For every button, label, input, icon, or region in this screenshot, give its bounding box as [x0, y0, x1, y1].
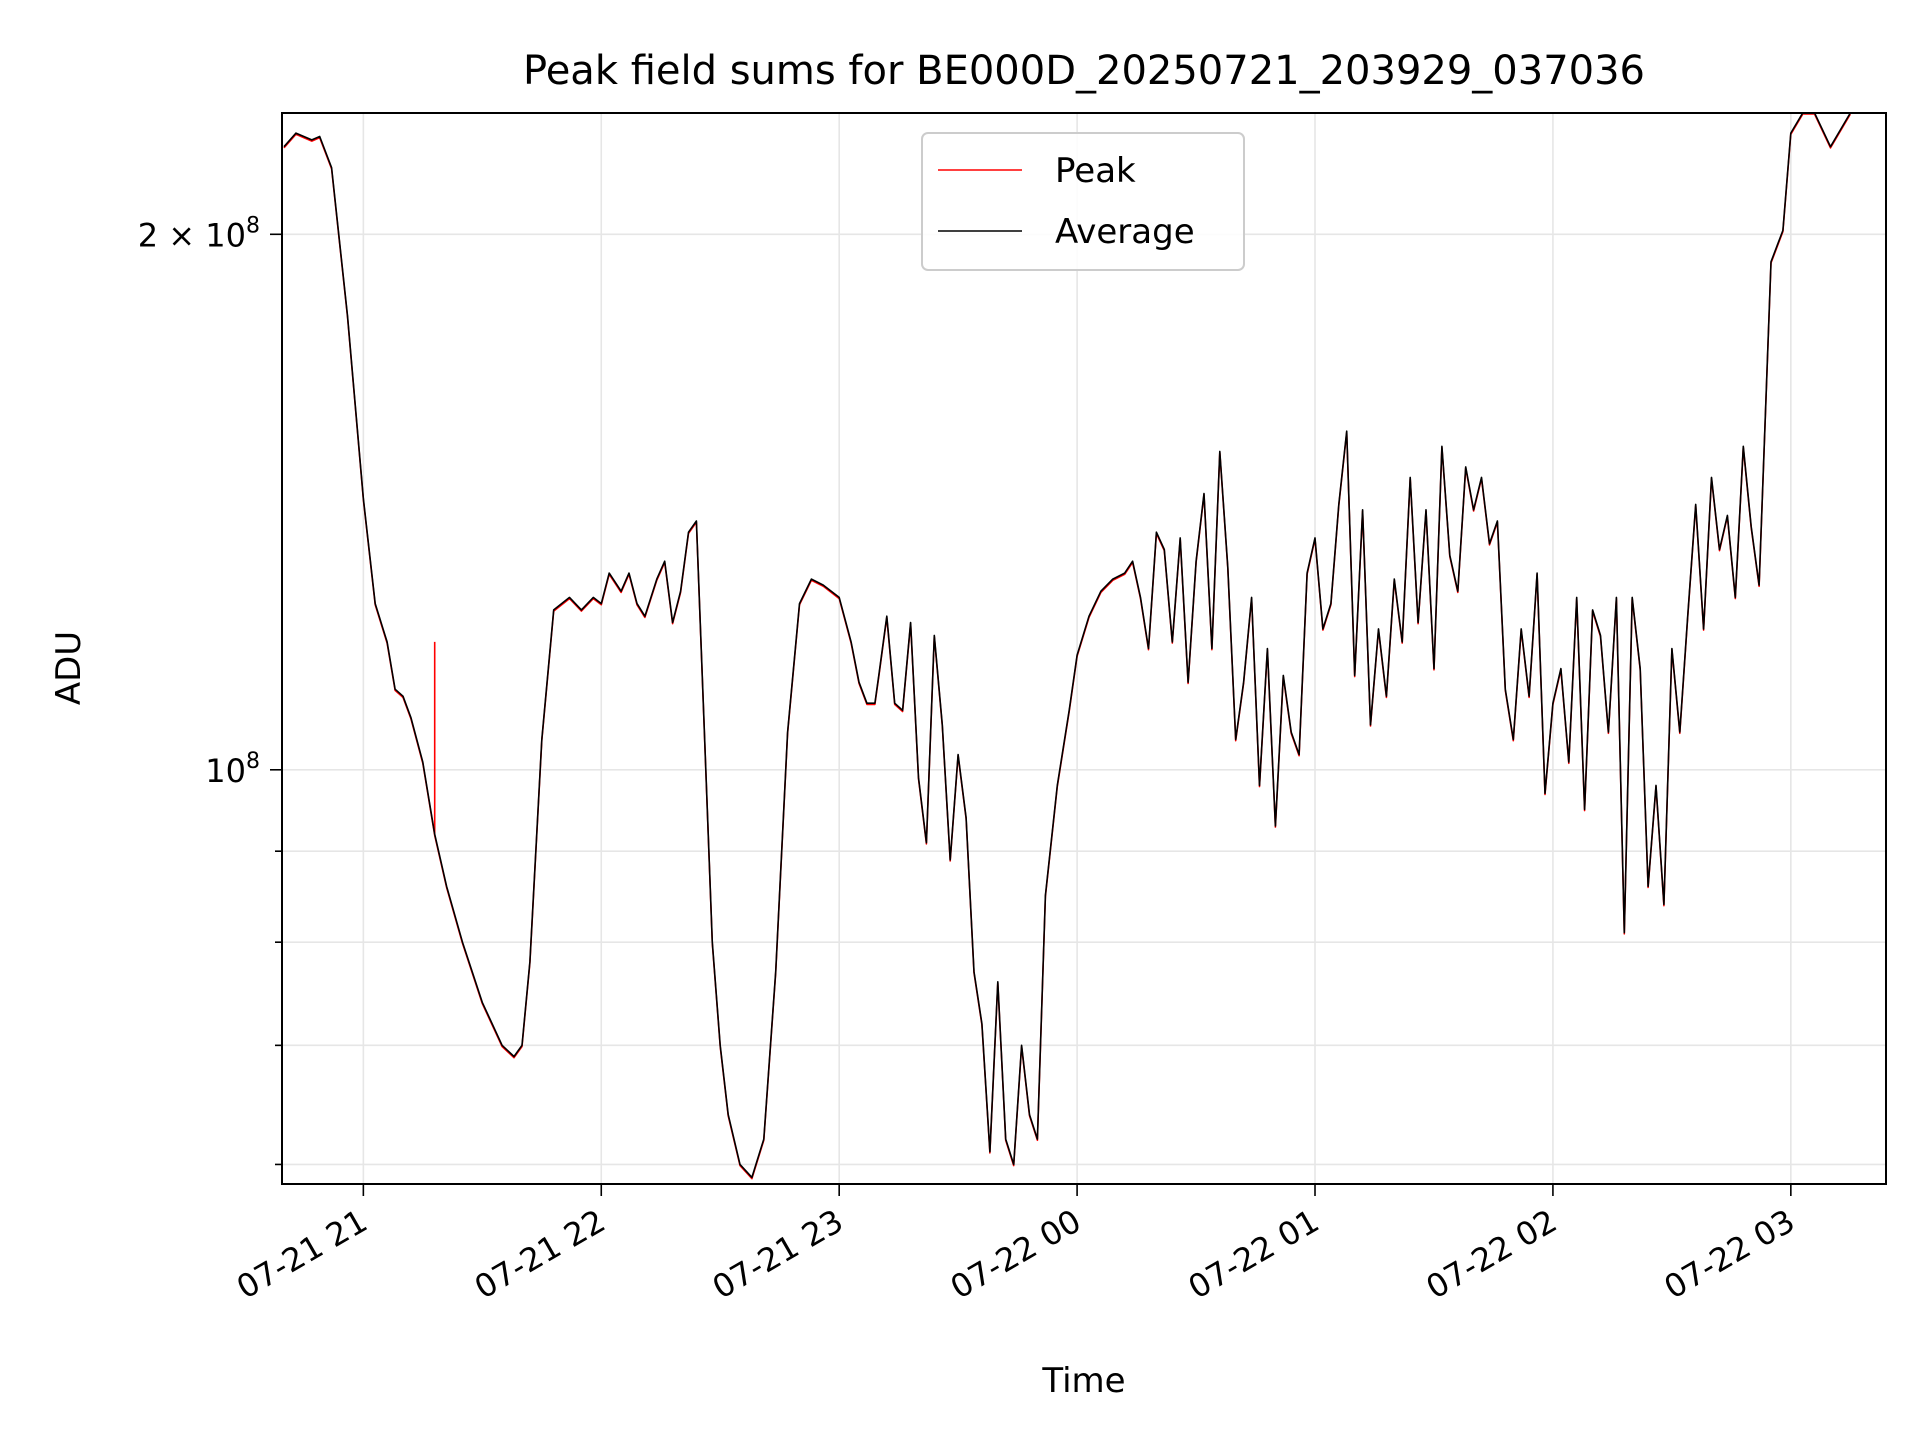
- series-line-average: [283, 113, 1851, 1179]
- legend-label-peak: Peak: [1055, 151, 1136, 191]
- y-tick-label: 108: [205, 749, 260, 790]
- legend: Peak Average: [921, 132, 1245, 271]
- x-axis-label: Time: [1041, 1361, 1125, 1401]
- chart-title: Peak field sums for BE000D_20250721_2039…: [523, 48, 1645, 94]
- y-tick-label: 2 × 108: [138, 213, 260, 254]
- legend-box: [921, 132, 1245, 271]
- legend-label-average: Average: [1055, 212, 1195, 252]
- y-axis-label: ADU: [49, 631, 89, 705]
- series-layer: [283, 113, 1851, 1180]
- grid: [282, 113, 1886, 1184]
- axes-frame: [281, 112, 1887, 1185]
